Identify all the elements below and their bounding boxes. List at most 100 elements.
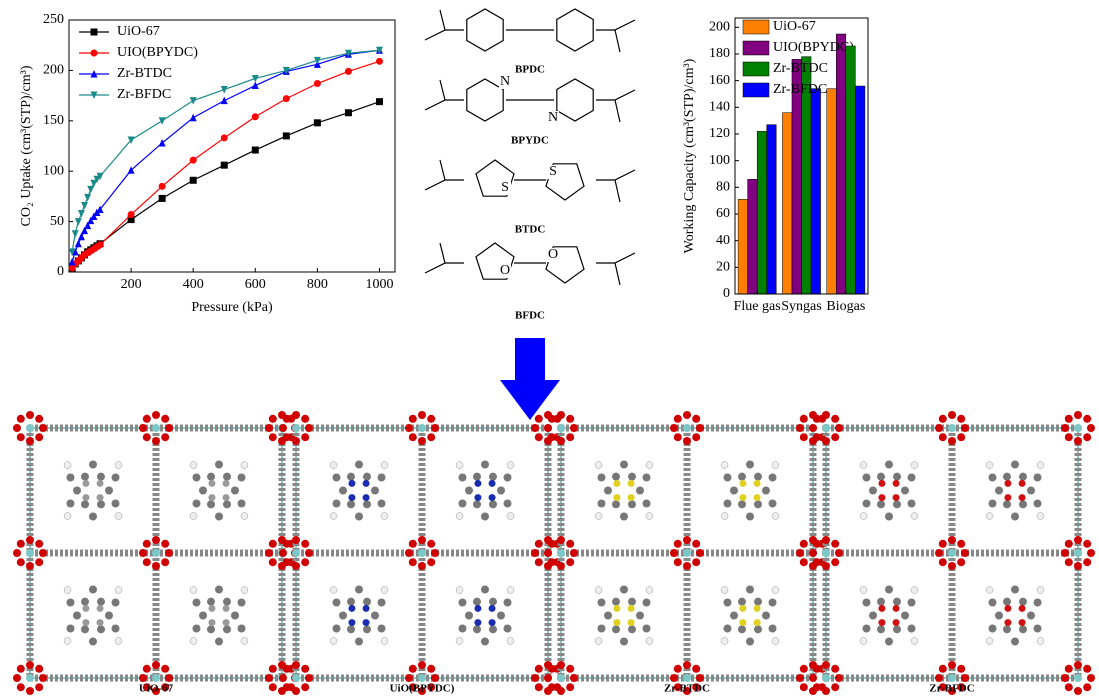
- oxygen: [265, 424, 273, 432]
- oxygen: [418, 687, 426, 695]
- linker-label: BFDC: [515, 310, 545, 322]
- oxygen: [35, 558, 44, 567]
- atom-label: O: [500, 263, 510, 278]
- carbon: [746, 460, 754, 469]
- carbon: [1003, 472, 1011, 481]
- carbon: [89, 585, 97, 594]
- hydrogen: [380, 586, 389, 594]
- oxygen: [531, 674, 539, 682]
- carbon: [604, 611, 612, 620]
- x-tick-label: 200: [121, 277, 142, 292]
- oxygen: [822, 687, 830, 695]
- x-tick-label: Syngas: [781, 299, 821, 314]
- hetero: [362, 619, 370, 627]
- carbon: [465, 611, 473, 620]
- carbon: [642, 624, 651, 633]
- oxygen: [566, 414, 575, 423]
- carbon: [628, 472, 636, 481]
- x-tick-label: Flue gas: [734, 299, 781, 314]
- oxygen: [1061, 424, 1069, 432]
- hydrogen: [189, 512, 198, 520]
- oxygen: [534, 664, 543, 673]
- legend-label: UiO-67: [773, 19, 816, 34]
- oxygen: [35, 539, 44, 548]
- oxygen: [35, 433, 44, 442]
- carbon: [1019, 625, 1027, 634]
- carbon: [89, 460, 97, 469]
- hetero: [753, 479, 761, 487]
- hetero: [208, 604, 216, 612]
- structure-label: UiO(BPYDC): [390, 683, 455, 695]
- carbon: [893, 472, 901, 481]
- oxygen: [405, 674, 413, 682]
- oxygen: [938, 558, 947, 567]
- oxygen: [683, 536, 691, 544]
- carbon: [66, 499, 75, 508]
- structure-label: UiO-67: [139, 683, 174, 695]
- carbon: [1027, 486, 1035, 495]
- atom-bg: [499, 75, 511, 89]
- hydrogen: [114, 637, 123, 645]
- hydrogen: [63, 586, 72, 594]
- oxygen: [39, 549, 47, 557]
- marker: [189, 97, 197, 105]
- y-tick-label: 100: [43, 163, 64, 178]
- hetero: [753, 604, 761, 612]
- hydrogen: [506, 461, 515, 469]
- oxygen: [165, 424, 173, 432]
- hydrogen: [1036, 461, 1045, 469]
- carbon: [215, 585, 223, 594]
- carbon: [988, 598, 997, 607]
- hydrogen: [455, 586, 464, 594]
- hetero: [348, 479, 356, 487]
- oxygen: [566, 664, 575, 673]
- carbon: [363, 625, 371, 634]
- bar: [756, 131, 767, 295]
- hetero: [82, 479, 90, 487]
- oxygen: [557, 411, 565, 419]
- oxygen: [1074, 437, 1082, 445]
- oxygen: [427, 683, 436, 692]
- carbon: [620, 460, 628, 469]
- oxygen: [796, 549, 804, 557]
- marker: [77, 232, 85, 241]
- carbon: [907, 598, 916, 607]
- oxygen: [16, 664, 25, 673]
- metal: [26, 674, 34, 682]
- oxygen: [418, 661, 426, 669]
- bond: [424, 159, 446, 191]
- oxygen: [1074, 562, 1082, 570]
- oxygen: [268, 664, 277, 673]
- legend-swatch: [742, 19, 770, 35]
- hydrogen: [771, 512, 780, 520]
- oxygen: [938, 433, 947, 442]
- marker: [220, 86, 228, 94]
- oxygen: [796, 424, 804, 432]
- carbon: [215, 512, 223, 521]
- hetero: [488, 604, 496, 612]
- hydrogen: [645, 637, 654, 645]
- oxygen: [809, 424, 817, 432]
- hetero: [96, 479, 104, 487]
- oxygen: [935, 424, 943, 432]
- metal: [822, 674, 830, 682]
- oxygen: [812, 558, 821, 567]
- carbon: [237, 473, 246, 482]
- oxygen: [1064, 683, 1073, 692]
- oxygen: [301, 539, 310, 548]
- oxygen: [35, 664, 44, 673]
- bond: [424, 242, 446, 274]
- oxygen: [282, 539, 291, 548]
- oxygen: [427, 433, 436, 442]
- carbon: [768, 499, 777, 508]
- oxygen: [835, 549, 843, 557]
- hetero: [627, 494, 635, 502]
- hetero: [488, 479, 496, 487]
- oxygen: [13, 674, 21, 682]
- hydrogen: [240, 461, 249, 469]
- hydrogen: [720, 512, 729, 520]
- metal: [152, 424, 160, 432]
- oxygen: [16, 414, 25, 423]
- hydrogen: [114, 586, 123, 594]
- carbon: [363, 597, 371, 606]
